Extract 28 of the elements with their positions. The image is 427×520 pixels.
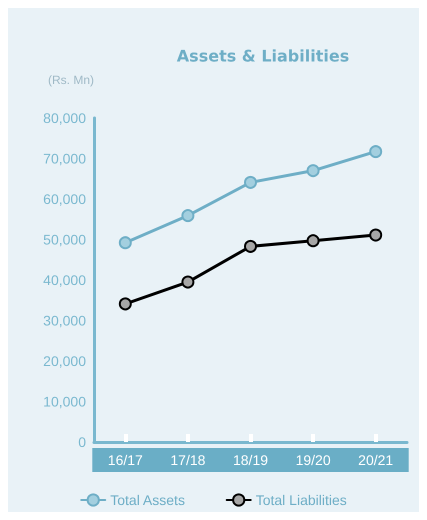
point <box>244 240 257 253</box>
y-tick-label: 30,000 <box>43 312 86 328</box>
point <box>118 297 132 310</box>
point <box>306 234 320 248</box>
y-tick-label: 70,000 <box>43 150 86 166</box>
point <box>118 236 132 250</box>
point <box>244 176 257 189</box>
chart-title: Assets & Liabilities <box>176 46 350 66</box>
y-tick-label: 10,000 <box>43 394 86 410</box>
x-tick-label: 20/21 <box>358 452 394 468</box>
x-tick-label: 19/20 <box>296 452 331 468</box>
point <box>369 228 382 242</box>
x-tick-label: 18/19 <box>232 452 268 468</box>
y-tick-label: 80,000 <box>43 110 86 126</box>
point <box>369 145 382 158</box>
point <box>181 276 194 289</box>
x-tick-label: 17/18 <box>170 452 206 468</box>
legend-label: Total Liabilities <box>256 492 347 508</box>
y-axis-title: (Rs. Mn) <box>48 73 94 87</box>
y-tick-label: 0 <box>78 434 86 450</box>
y-tick-label: 40,000 <box>43 272 86 288</box>
point <box>306 164 320 178</box>
legend-label: Total Assets <box>110 492 185 508</box>
x-tick-label: 16/17 <box>108 452 144 468</box>
y-tick-label: 20,000 <box>43 353 86 369</box>
y-tick-label: 60,000 <box>43 191 86 207</box>
y-tick-label: 50,000 <box>43 232 86 248</box>
point <box>181 209 194 222</box>
